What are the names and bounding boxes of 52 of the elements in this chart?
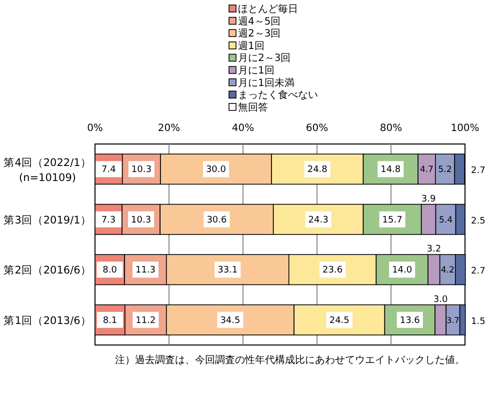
data-label: 7.3 bbox=[101, 215, 116, 226]
data-label: 23.6 bbox=[322, 266, 343, 276]
legend-label: 週4～5回 bbox=[238, 16, 281, 28]
data-label: 14.8 bbox=[380, 165, 401, 176]
x-tick-label: 20% bbox=[158, 123, 180, 134]
data-label: 2.5 bbox=[471, 216, 486, 226]
data-label: 14.0 bbox=[392, 266, 412, 276]
x-tick-label: 60% bbox=[306, 123, 328, 134]
legend-label: 週1回 bbox=[238, 40, 264, 52]
data-label: 7.4 bbox=[102, 165, 116, 176]
data-label: 30.0 bbox=[206, 165, 226, 176]
legend-label: 月に1回 bbox=[238, 66, 274, 76]
data-label: 3.2 bbox=[426, 244, 442, 255]
x-tick-label: 40% bbox=[232, 123, 254, 134]
data-label: 24.8 bbox=[307, 165, 328, 176]
data-label: 33.1 bbox=[218, 266, 238, 276]
data-label: 4.2 bbox=[440, 266, 454, 276]
data-label: 1.5 bbox=[471, 316, 486, 327]
data-label: 24.5 bbox=[329, 316, 350, 326]
legend-label: 月に1回未満 bbox=[238, 76, 294, 89]
data-label: 2.7 bbox=[471, 166, 486, 176]
data-label: 2.7 bbox=[471, 266, 486, 277]
data-label: 10.3 bbox=[131, 165, 152, 176]
data-label: 8.1 bbox=[102, 316, 118, 326]
data-label: 24.3 bbox=[308, 215, 328, 226]
x-tick-label: 100% bbox=[450, 123, 480, 134]
legend-label: 月に2～3回 bbox=[238, 53, 291, 64]
data-label: 30.6 bbox=[206, 215, 228, 226]
data-label: 3.9 bbox=[421, 194, 436, 204]
data-label: 3.0 bbox=[433, 294, 448, 305]
data-label: 13.6 bbox=[400, 316, 420, 326]
y-tick-label: 第1回（2013/6） bbox=[4, 314, 92, 327]
data-label: 5.2 bbox=[438, 165, 452, 176]
data-label: 8.0 bbox=[102, 266, 118, 276]
legend-label: まったく食べない bbox=[238, 89, 318, 102]
legend-label: 週2～3回 bbox=[238, 28, 281, 40]
text: 注）過去調査は、今回調査の性年代構成比にあわせてウエイトバックした値。 bbox=[115, 354, 465, 366]
data-label: 15.7 bbox=[382, 215, 402, 226]
data-label: 3.7 bbox=[446, 316, 460, 325]
data-label: 10.3 bbox=[131, 215, 152, 226]
x-tick-label: 0% bbox=[87, 123, 103, 134]
legend-label: ほとんど毎日 bbox=[238, 3, 298, 15]
y-tick-label: 第2回（2016/6） bbox=[4, 264, 92, 277]
x-tick-label: 80% bbox=[380, 123, 402, 134]
y-tick-label: 第3回（2019/1） bbox=[4, 214, 92, 226]
legend-label: 無回答 bbox=[238, 101, 268, 114]
y-tick-label: 第4回（2022/1） (n=10109) bbox=[4, 157, 92, 184]
data-label: 11.2 bbox=[136, 316, 156, 326]
data-label: 34.5 bbox=[220, 316, 240, 326]
data-label: 5.4 bbox=[438, 215, 453, 226]
data-label: 11.3 bbox=[135, 266, 156, 276]
data-label: 4.7 bbox=[420, 165, 434, 176]
